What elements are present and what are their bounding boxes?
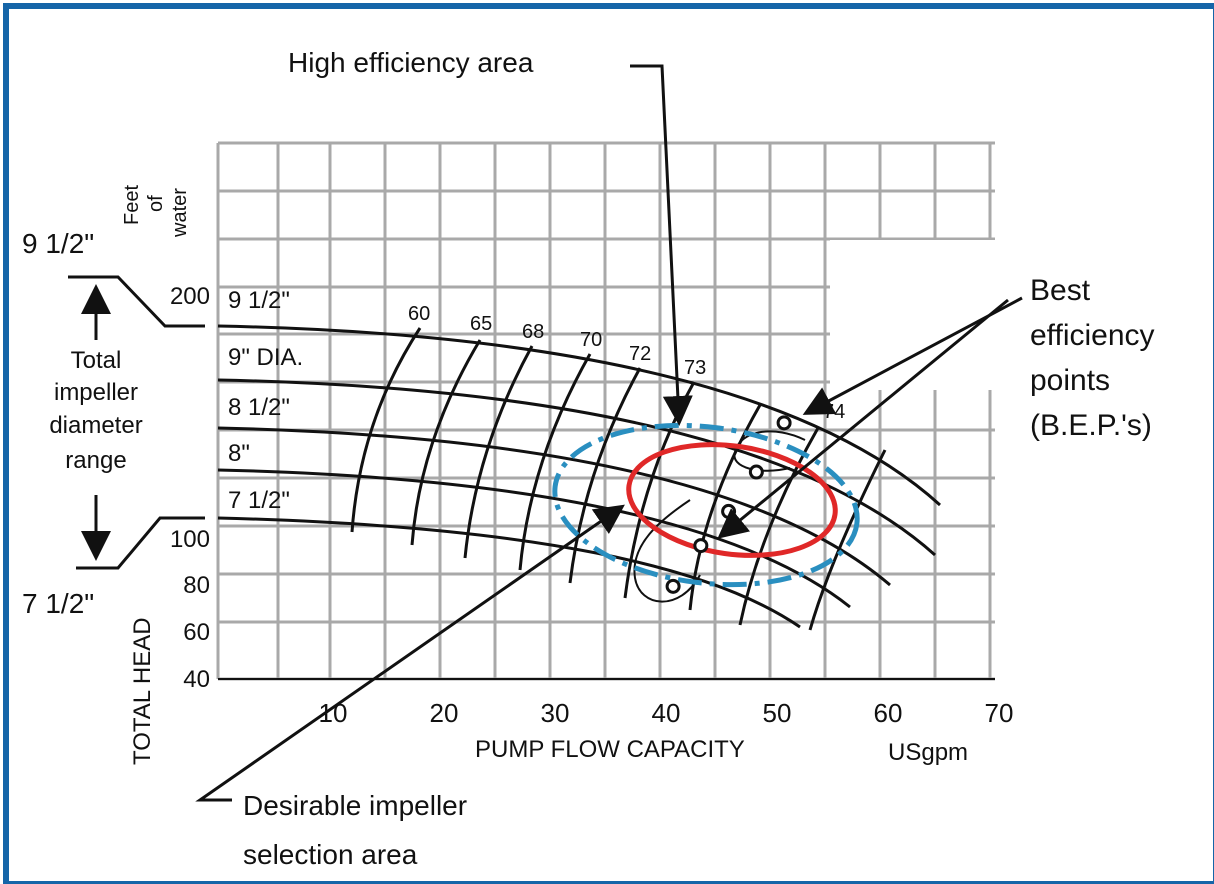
bep-label-line3: points [1030, 364, 1110, 397]
eff-label-68: 68 [522, 321, 544, 343]
range-text-range: range [65, 447, 126, 474]
high-efficiency-leader [630, 64, 693, 426]
efficiency-curve [568, 367, 642, 584]
impeller-curve [217, 516, 801, 629]
y-tick-label-60: 60 [183, 619, 210, 646]
bep-leader-2 [717, 298, 1009, 539]
x-tick-label: 30 [541, 698, 570, 728]
bep-point [721, 503, 737, 519]
high-efficiency-label: High efficiency area [288, 47, 534, 78]
range-bottom-bracket [76, 516, 205, 570]
eff-label-70: 70 [580, 329, 602, 351]
range-text-total: Total [71, 347, 122, 374]
eff-label-65: 65 [470, 313, 492, 335]
x-tick-label: 40 [652, 698, 681, 728]
desirable-label-line1: Desirable impeller [243, 790, 467, 821]
efficiency-curve [350, 327, 422, 533]
bep-label-line2: efficiency [1030, 319, 1155, 352]
efficiency-curve [518, 353, 592, 571]
desirable-label-line2: selection area [243, 839, 418, 870]
efficiency-curve [410, 339, 482, 546]
curve-label-8-5: 8 1/2" [228, 394, 290, 421]
bep-point [748, 464, 764, 480]
x-tick-label: 70 [985, 698, 1014, 728]
x-tick-label: 20 [430, 698, 459, 728]
efficiency-curve [463, 345, 534, 559]
bep-label-line1: Best [1030, 274, 1091, 307]
x-axis-title: PUMP FLOW CAPACITY [475, 736, 745, 763]
y-tick-label-80: 80 [183, 572, 210, 599]
impeller-curve [217, 378, 936, 557]
x-tick-label: 60 [874, 698, 903, 728]
y-unit-water: water [169, 188, 191, 238]
impeller-curves [217, 324, 942, 629]
bep-point [665, 578, 681, 594]
grid [216, 141, 1000, 681]
curve-label-7-5: 7 1/2" [228, 487, 290, 514]
impeller-curve [217, 426, 891, 587]
y-axis-title: TOTAL HEAD [129, 617, 156, 765]
y-unit-feet: Feet [121, 185, 143, 225]
range-text-impeller: impeller [54, 379, 138, 406]
y-tick-label-100: 100 [170, 526, 210, 553]
range-bottom-label: 7 1/2" [22, 588, 94, 619]
curve-label-9-5: 9 1/2" [228, 287, 290, 314]
bep-point [776, 415, 792, 431]
desirable-leader [195, 504, 625, 802]
y-tick-label-40: 40 [183, 666, 210, 693]
y-tick-label-200: 200 [170, 283, 210, 310]
eff-label-72: 72 [629, 343, 651, 365]
x-tick-label: 50 [763, 698, 792, 728]
bep-label-line4: (B.E.P.'s) [1030, 409, 1152, 442]
desirable-area-ellipse [552, 422, 860, 588]
impeller-curve [217, 468, 851, 609]
outer-frame [3, 3, 1214, 884]
efficiency-curve [808, 449, 887, 631]
bep-point [693, 538, 709, 554]
range-top-label: 9 1/2" [22, 228, 94, 259]
x-tick-labels: 10 20 30 40 50 60 70 [319, 698, 1014, 728]
eff-label-73: 73 [684, 357, 706, 379]
curve-label-8: 8" [228, 440, 250, 467]
eff-label-60: 60 [408, 303, 430, 325]
y-unit-of: of [145, 195, 167, 212]
bep-loop-lower [633, 499, 701, 603]
high-efficiency-ellipse [626, 442, 838, 558]
eff-label-74: 74 [823, 401, 845, 423]
grid-gap [830, 240, 1000, 390]
impeller-curve [217, 324, 942, 507]
range-text-diameter: diameter [49, 412, 142, 439]
x-axis-unit: USgpm [888, 739, 968, 766]
curve-label-9: 9" DIA. [228, 344, 303, 371]
range-top-bracket [68, 275, 205, 328]
